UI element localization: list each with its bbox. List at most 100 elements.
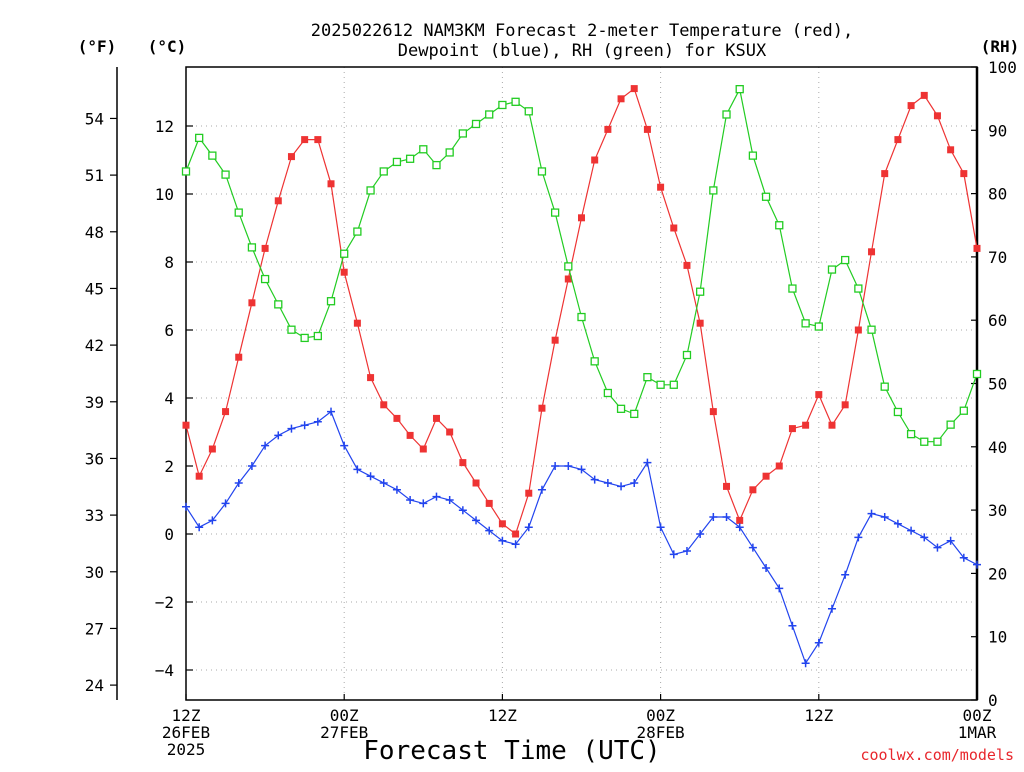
- grid: [186, 67, 977, 700]
- x-tick-label: 12Z: [804, 706, 833, 725]
- dewpoint-point: [590, 475, 599, 484]
- dewpoint-point: [709, 513, 718, 521]
- dewpoint-point: [801, 659, 810, 668]
- rh-point: [564, 262, 573, 271]
- x-tick-label: 26FEB: [162, 723, 210, 742]
- rh-point: [524, 107, 533, 116]
- rh-point: [959, 406, 968, 415]
- rh-unit-label: (RH): [981, 37, 1020, 56]
- dewpoint-point: [617, 482, 626, 491]
- celsius-tick-label: 0: [164, 525, 174, 544]
- temperature-point: [182, 421, 190, 429]
- rh-point: [761, 192, 771, 201]
- temperature-point: [393, 414, 401, 422]
- temperature-point: [353, 319, 361, 327]
- temperature-point: [617, 95, 625, 103]
- temperature-point: [287, 153, 295, 161]
- temperature-point: [472, 479, 480, 487]
- series-temperature: [182, 85, 981, 538]
- dewpoint-point: [274, 431, 283, 440]
- temperature-point: [591, 156, 599, 164]
- rh-point: [616, 404, 626, 413]
- dewpoint-point: [261, 441, 270, 450]
- fahrenheit-tick-label: 45: [85, 279, 104, 298]
- celsius-unit-label: (°C): [148, 37, 187, 56]
- dewpoint-point: [656, 523, 665, 532]
- dewpoint-point: [867, 509, 876, 518]
- dewpoint-point: [419, 499, 428, 508]
- rh-point: [590, 357, 599, 366]
- temperature-point: [235, 353, 243, 361]
- rh-point: [867, 325, 876, 334]
- rh-point: [537, 167, 547, 176]
- temperature-point: [551, 336, 559, 344]
- rh-tick-label: 50: [988, 375, 1007, 394]
- rh-point: [669, 380, 678, 389]
- temperature-point: [630, 85, 638, 93]
- x-tick-label: 27FEB: [320, 723, 368, 742]
- rh-point: [946, 420, 955, 429]
- dewpoint-point: [511, 540, 520, 549]
- temperature-point: [828, 421, 836, 429]
- temperature-point: [960, 170, 968, 178]
- dewpoint-point: [195, 523, 204, 532]
- rh-point: [287, 325, 296, 334]
- dewpoint-point: [682, 547, 691, 555]
- rh-point: [511, 97, 520, 106]
- temperature-point: [775, 462, 783, 470]
- fahrenheit-tick-label: 51: [85, 166, 104, 185]
- temperature-point: [564, 275, 572, 283]
- dewpoint-point: [893, 519, 902, 528]
- temperature-point: [340, 268, 348, 276]
- temperature-point: [670, 224, 678, 232]
- temperature-point: [643, 125, 651, 133]
- dewpoint-point: [748, 543, 757, 552]
- rh-tick-label: 0: [988, 691, 998, 710]
- dewpoint-point: [722, 513, 731, 521]
- dewpoint-point: [814, 638, 823, 647]
- temperature-point: [301, 136, 309, 144]
- rh-point: [893, 407, 903, 417]
- dewpoint-point: [933, 543, 942, 552]
- x-tick-label: 28FEB: [637, 723, 685, 742]
- dewpoint-point: [775, 584, 784, 593]
- dewpoint-point: [406, 496, 415, 504]
- rh-point: [208, 151, 217, 160]
- dewpoint-point: [696, 530, 705, 538]
- rh-point: [775, 221, 784, 230]
- dewpoint-point: [445, 496, 454, 504]
- rh-point: [221, 170, 230, 179]
- rh-point: [972, 369, 982, 379]
- rh-point: [801, 319, 810, 328]
- rh-point: [485, 110, 494, 119]
- temperature-point: [578, 214, 585, 222]
- dewpoint-point: [920, 533, 929, 542]
- rh-point: [656, 380, 665, 389]
- dewpoint-point: [946, 536, 955, 545]
- rh-point: [880, 382, 889, 391]
- temperature-point: [261, 244, 269, 252]
- fahrenheit-tick-label: 36: [85, 449, 104, 468]
- dewpoint-point: [498, 536, 507, 545]
- rh-point: [340, 249, 349, 258]
- temperature-point: [274, 197, 282, 205]
- fahrenheit-unit-label: (°F): [78, 37, 117, 56]
- celsius-tick-label: −4: [155, 661, 174, 680]
- rh-point: [920, 437, 929, 446]
- dewpoint-point: [379, 479, 388, 487]
- rh-tick-label: 80: [988, 185, 1007, 204]
- celsius-tick-label: 8: [164, 253, 174, 272]
- celsius-tick-label: 12: [155, 117, 174, 136]
- temperature-point: [314, 136, 322, 144]
- rh-point: [432, 160, 441, 170]
- rh-point: [353, 227, 362, 236]
- dewpoint-point: [577, 465, 586, 474]
- rh-point: [498, 100, 507, 110]
- temperature-point: [367, 374, 375, 382]
- temperature-point: [947, 146, 955, 154]
- temperature-point: [973, 244, 981, 252]
- rh-point: [603, 388, 613, 398]
- rh-point: [630, 409, 639, 419]
- rh-point: [247, 243, 257, 252]
